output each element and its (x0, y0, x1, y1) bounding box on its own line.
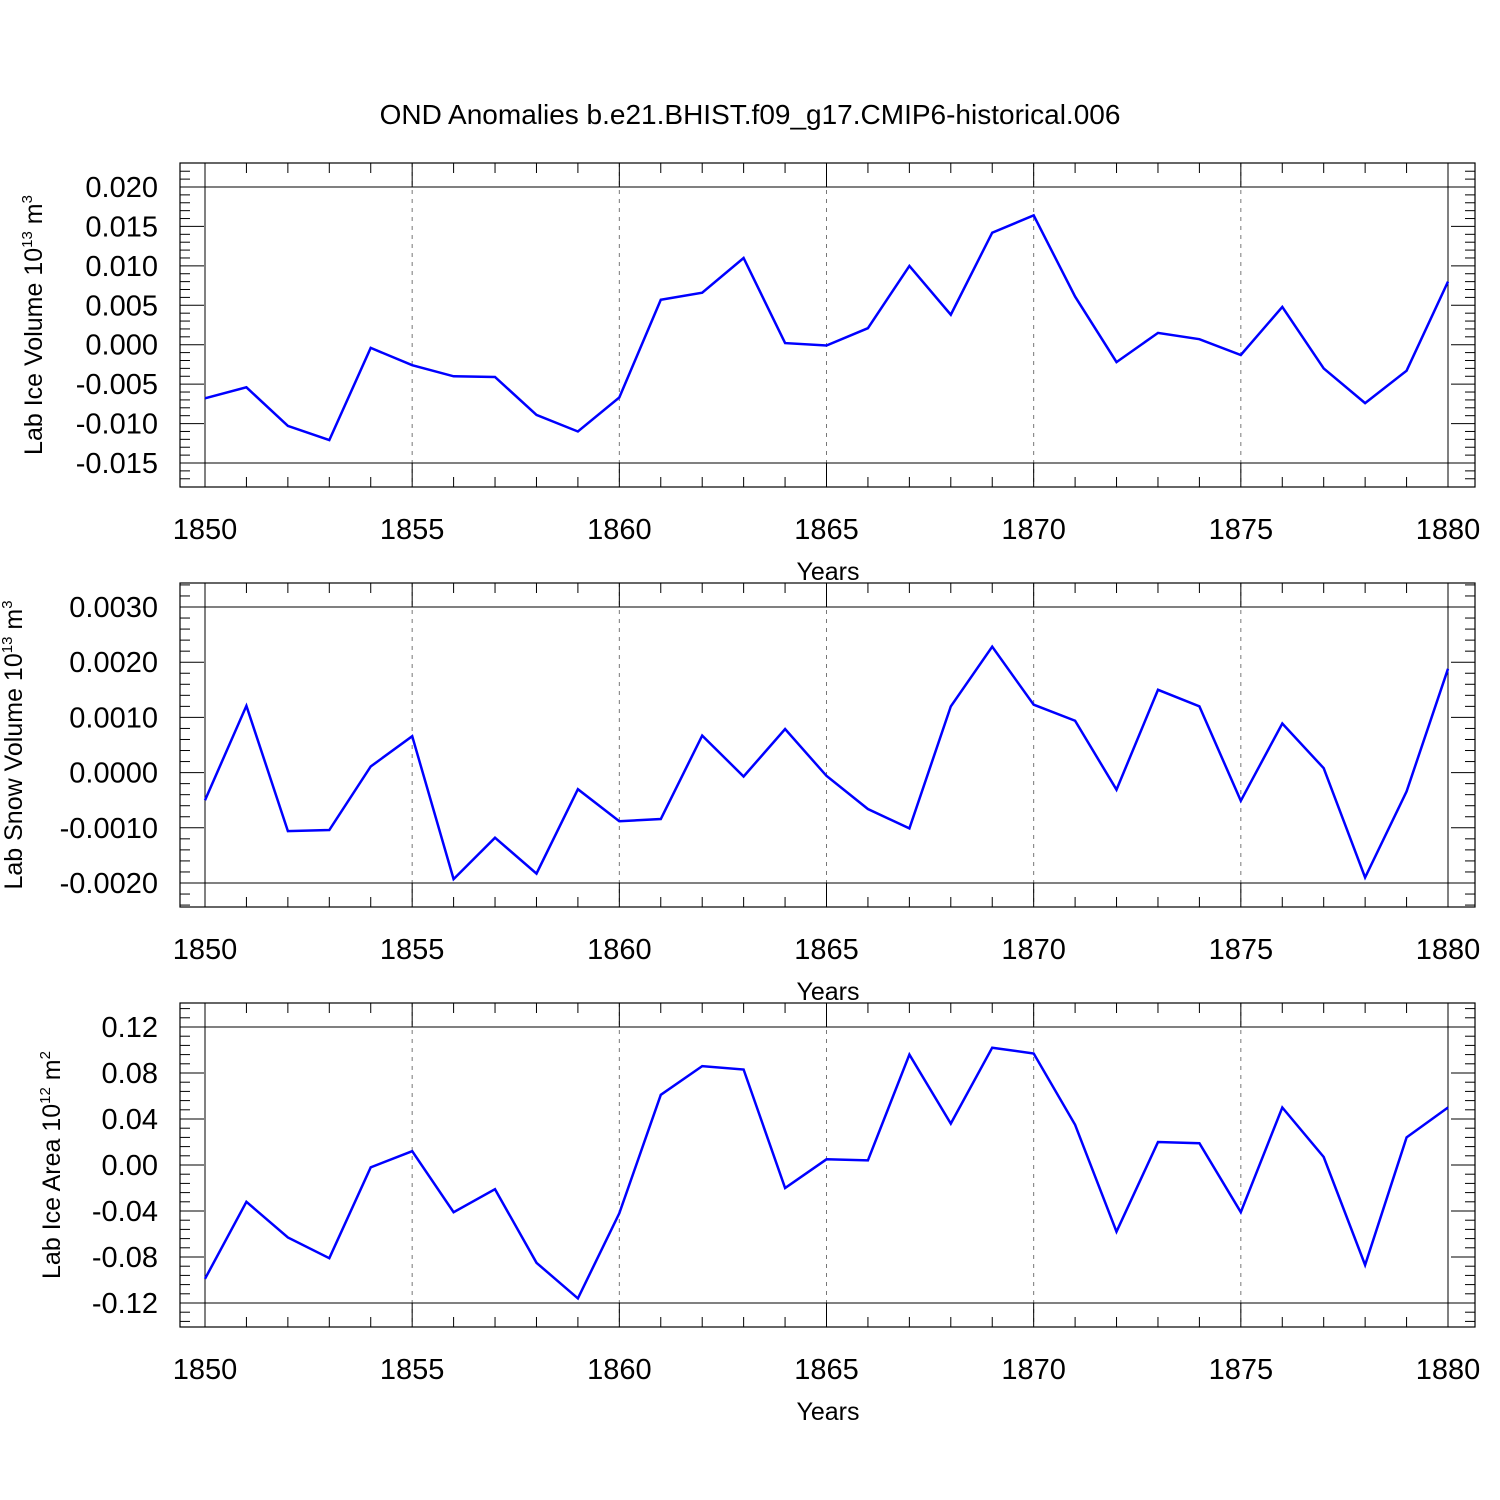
y-tick-label: -0.0020 (60, 868, 158, 900)
x-tick-label: 1870 (1001, 514, 1066, 546)
y-tick-label: -0.005 (76, 369, 158, 401)
x-tick-label: 1850 (173, 1354, 238, 1386)
y-tick-label: -0.12 (92, 1288, 158, 1320)
y-tick-label: 0.0020 (69, 647, 158, 679)
y-tick-label: 0.010 (85, 251, 158, 283)
x-axis-label: Years (796, 1398, 859, 1426)
y-tick-label: -0.015 (76, 448, 158, 480)
x-tick-label: 1860 (587, 934, 652, 966)
x-tick-label: 1870 (1001, 934, 1066, 966)
y-tick-label: 0.0000 (69, 758, 158, 790)
x-tick-label: 1850 (173, 514, 238, 546)
y-tick-label: 0.08 (102, 1058, 158, 1090)
x-tick-label: 1855 (380, 934, 445, 966)
y-tick-label: 0.015 (85, 211, 158, 243)
x-tick-label: 1865 (794, 934, 859, 966)
y-axis-label: Lab Ice Area 1012 m2 (37, 1051, 66, 1279)
x-tick-label: 1880 (1416, 514, 1481, 546)
y-tick-label: 0.04 (102, 1104, 158, 1136)
x-tick-label: 1855 (380, 1354, 445, 1386)
plot-frame (179, 162, 1476, 488)
y-tick-label: -0.0010 (60, 813, 158, 845)
y-tick-label: 0.00 (102, 1150, 158, 1182)
y-tick-label: -0.04 (92, 1196, 158, 1228)
x-tick-label: 1850 (173, 934, 238, 966)
x-tick-label: 1865 (794, 1354, 859, 1386)
series-line (203, 644, 1450, 882)
y-tick-label: 0.020 (85, 172, 158, 204)
x-tick-label: 1875 (1209, 514, 1274, 546)
y-axis-label: Lab Ice Volume 1013 m3 (19, 195, 48, 455)
x-axis-label: Years (796, 558, 859, 586)
x-tick-label: 1860 (587, 514, 652, 546)
y-tick-label: 0.0030 (69, 592, 158, 624)
x-tick-label: 1855 (380, 514, 445, 546)
y-tick-label: 0.000 (85, 330, 158, 362)
series-line (204, 213, 1450, 442)
x-tick-label: 1875 (1209, 934, 1274, 966)
y-tick-label: 0.12 (102, 1012, 158, 1044)
x-tick-label: 1860 (587, 1354, 652, 1386)
x-tick-label: 1865 (794, 514, 859, 546)
panel-ice-volume: -0.015 -0.010 -0.005 0.000 0.005 0.010 0.015 0.… (19, 162, 1481, 586)
x-axis-label: Years (796, 978, 859, 1006)
x-tick-label: 1880 (1416, 1354, 1481, 1386)
panel-snow-volume: -0.0020 -0.0010 0.0000 0.0010 0.0020 0.0030 18… (0, 582, 1481, 1006)
y-tick-label: -0.08 (92, 1242, 158, 1274)
chart-title: OND Anomalies b.e21.BHIST.f09_g17.CMIP6-… (380, 99, 1121, 130)
panel-ice-area: -0.12 -0.08 -0.04 0.00 0.04 0.08 0.12 1850 1855 1… (37, 1002, 1481, 1426)
series-line (203, 1046, 1449, 1301)
y-tick-label: 0.0010 (69, 702, 158, 734)
y-tick-label: -0.010 (76, 409, 158, 441)
x-tick-label: 1870 (1001, 1354, 1066, 1386)
x-tick-label: 1875 (1209, 1354, 1274, 1386)
y-tick-label: 0.005 (85, 290, 158, 322)
y-axis-label: Lab Snow Volume 1013 m3 (0, 600, 28, 889)
plot-frame (179, 582, 1476, 908)
x-tick-label: 1880 (1416, 934, 1481, 966)
